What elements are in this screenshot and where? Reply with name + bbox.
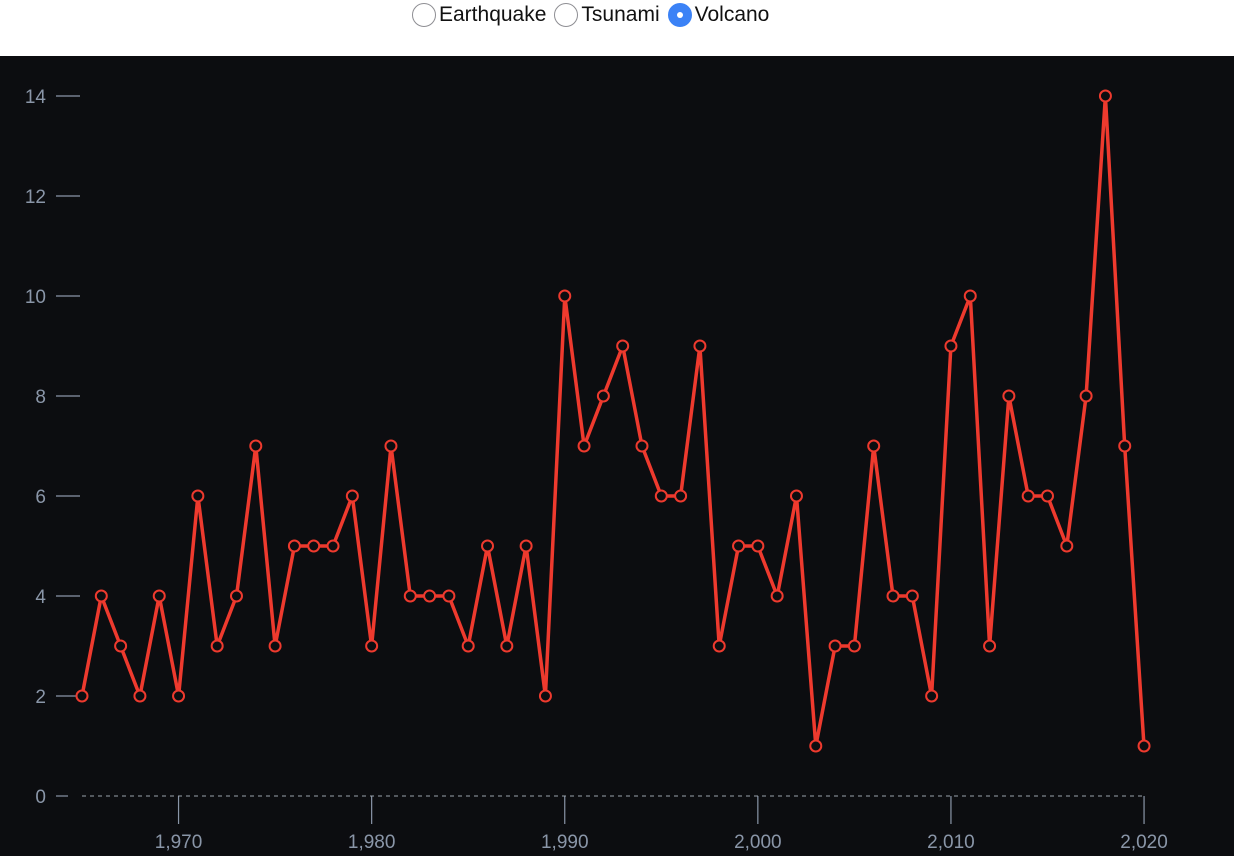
data-point[interactable]	[770, 589, 784, 603]
x-axis: 1,970 1,980 1,990 2,000 2,010 2,020	[155, 796, 1168, 853]
data-point[interactable]	[481, 539, 495, 553]
data-point[interactable]	[693, 339, 707, 353]
data-point[interactable]	[905, 589, 919, 603]
data-point[interactable]	[365, 639, 379, 653]
radio-earthquake-icon[interactable]	[412, 3, 436, 27]
y-tick-label: 10	[25, 287, 46, 308]
radio-volcano-icon[interactable]	[667, 3, 692, 27]
radio-option-earthquake[interactable]: Earthquake	[412, 3, 546, 27]
data-point[interactable]	[114, 639, 128, 653]
data-point[interactable]	[519, 539, 533, 553]
data-point[interactable]	[75, 689, 89, 703]
x-tick-label: 2,020	[1120, 832, 1168, 853]
x-tick-label: 1,980	[348, 832, 396, 853]
y-tick-label: 4	[35, 587, 46, 608]
data-point[interactable]	[500, 639, 514, 653]
y-tick-label: 12	[25, 187, 46, 208]
data-point[interactable]	[1002, 389, 1016, 403]
data-point[interactable]	[867, 439, 881, 453]
data-point[interactable]	[732, 539, 746, 553]
data-point[interactable]	[229, 589, 243, 603]
data-point[interactable]	[925, 689, 939, 703]
data-point[interactable]	[1118, 439, 1132, 453]
series-line	[80, 94, 1146, 748]
data-point[interactable]	[423, 589, 437, 603]
radio-earthquake-label[interactable]: Earthquake	[439, 3, 547, 26]
data-point[interactable]	[403, 589, 417, 603]
data-point[interactable]	[172, 689, 186, 703]
data-point[interactable]	[1021, 489, 1035, 503]
data-point[interactable]	[191, 489, 205, 503]
data-point[interactable]	[1098, 89, 1112, 103]
data-point[interactable]	[751, 539, 765, 553]
data-point[interactable]	[307, 539, 321, 553]
x-tick-label: 2,010	[927, 832, 975, 853]
data-point[interactable]	[616, 339, 630, 353]
radio-option-tsunami[interactable]: Tsunami	[554, 3, 660, 27]
line-chart: 0 2 4 6 8 10 12 14 1,970 1,980 1,990 2,000 2,010 2,0…	[25, 87, 1168, 853]
data-point[interactable]	[1041, 489, 1054, 503]
data-point[interactable]	[809, 739, 823, 753]
data-point[interactable]	[268, 639, 282, 653]
data-point[interactable]	[152, 589, 166, 603]
data-point[interactable]	[847, 639, 861, 653]
y-tick-label: 8	[35, 387, 46, 408]
data-point[interactable]	[635, 439, 649, 453]
data-point[interactable]	[538, 689, 552, 703]
radio-option-volcano[interactable]: Volcano	[667, 3, 770, 27]
x-tick-label: 1,990	[541, 832, 589, 853]
data-point[interactable]	[94, 589, 108, 603]
data-point[interactable]	[963, 289, 977, 303]
radio-tsunami-icon[interactable]	[554, 3, 579, 27]
top-bar: Earthquake Tsunami Volcano	[0, 0, 1234, 56]
y-axis: 0 2 4 6 8 10 12 14	[25, 87, 80, 808]
data-point[interactable]	[133, 689, 147, 703]
radio-volcano-label[interactable]: Volcano	[694, 3, 770, 26]
data-point[interactable]	[577, 439, 591, 453]
data-point[interactable]	[384, 439, 398, 453]
data-point[interactable]	[210, 639, 224, 653]
data-point[interactable]	[345, 489, 359, 503]
data-point[interactable]	[674, 489, 688, 503]
y-tick-label: 0	[35, 787, 46, 808]
disaster-type-radio-group: Earthquake Tsunami Volcano	[412, 1, 777, 29]
data-point[interactable]	[287, 539, 301, 553]
data-point[interactable]	[442, 589, 456, 603]
data-point[interactable]	[983, 639, 997, 653]
y-tick-label: 14	[25, 87, 47, 108]
data-point[interactable]	[558, 289, 572, 303]
data-point[interactable]	[654, 489, 668, 503]
x-tick-label: 2,000	[734, 832, 782, 853]
data-point[interactable]	[249, 439, 263, 453]
data-point[interactable]	[886, 589, 900, 603]
data-point[interactable]	[326, 539, 340, 553]
y-tick-label: 2	[35, 687, 46, 708]
data-point[interactable]	[596, 389, 610, 403]
chart-panel: 0 2 4 6 8 10 12 14 1,970 1,980 1,990 2,000 2,010 2,0…	[0, 56, 1234, 856]
data-point[interactable]	[1060, 539, 1074, 553]
y-tick-label: 6	[35, 487, 46, 508]
data-points	[75, 89, 1151, 753]
x-tick-label: 1,970	[155, 832, 203, 853]
data-point[interactable]	[828, 639, 842, 653]
data-point[interactable]	[1079, 389, 1093, 403]
data-point[interactable]	[789, 489, 803, 503]
radio-tsunami-label[interactable]: Tsunami	[581, 3, 660, 26]
data-point[interactable]	[461, 639, 475, 653]
data-point[interactable]	[1137, 739, 1151, 753]
data-point[interactable]	[712, 639, 726, 653]
data-point[interactable]	[944, 339, 958, 353]
